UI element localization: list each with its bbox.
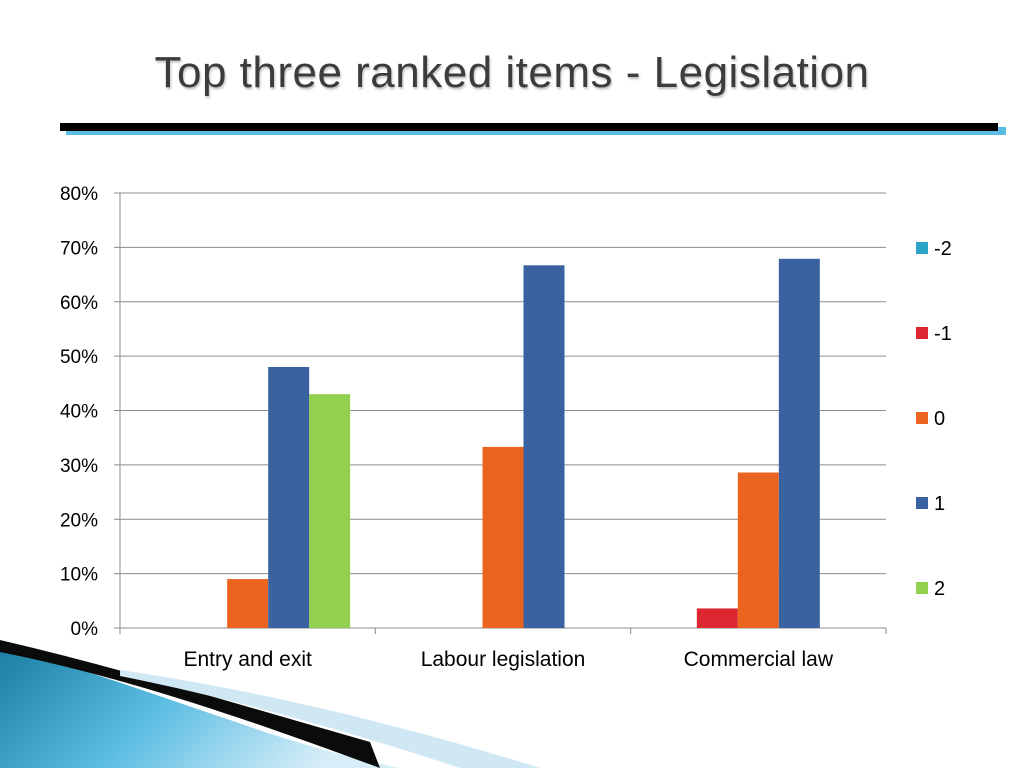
legend-label: 2 [934, 578, 945, 600]
legend-swatch [916, 242, 928, 254]
y-tick-label: 80% [60, 184, 98, 205]
bars [227, 258, 820, 628]
y-tick-label: 70% [60, 238, 98, 259]
legend-label: 1 [934, 493, 945, 515]
y-axis: 0% 10% 20% 30% 40% 50% 60% 70% 80% [60, 184, 121, 640]
bar-series-2-0 [309, 394, 351, 628]
y-tick-label: 40% [60, 402, 98, 423]
bar-series-0-2 [737, 472, 779, 628]
x-category-label: Entry and exit [183, 648, 312, 671]
bar-series--1-2 [696, 608, 738, 628]
bar-series-1-1 [523, 265, 565, 628]
y-tick-label: 50% [60, 347, 98, 368]
x-axis: Entry and exit Labour legislation Commerci… [119, 628, 887, 671]
legend-swatch [916, 412, 928, 424]
bar-series-1-2 [778, 258, 820, 628]
legend-swatch [916, 497, 928, 509]
y-tick-label: 0% [71, 619, 99, 640]
y-tick-label: 10% [60, 565, 98, 586]
title-underline-black [60, 123, 998, 131]
title-underline-blue [66, 127, 1006, 135]
y-tick-label: 60% [60, 293, 98, 314]
bar-series-1-0 [268, 367, 310, 628]
y-tick-label: 20% [60, 510, 98, 531]
legend: -2 -1 0 1 2 [916, 238, 952, 600]
x-category-label: Labour legislation [421, 648, 586, 671]
bar-chart: 0% 10% 20% 30% 40% 50% 60% 70% 80% Entry and exi… [60, 184, 952, 671]
slide-title: Top three ranked items - Legislation [154, 48, 870, 97]
x-category-label: Commercial law [684, 648, 834, 671]
legend-swatch [916, 327, 928, 339]
legend-label: -2 [934, 238, 952, 260]
bar-series-0-1 [482, 446, 524, 628]
legend-label: -1 [934, 323, 952, 345]
legend-swatch [916, 582, 928, 594]
y-tick-label: 30% [60, 456, 98, 477]
legend-label: 0 [934, 408, 945, 430]
bar-series-0-0 [227, 579, 269, 628]
